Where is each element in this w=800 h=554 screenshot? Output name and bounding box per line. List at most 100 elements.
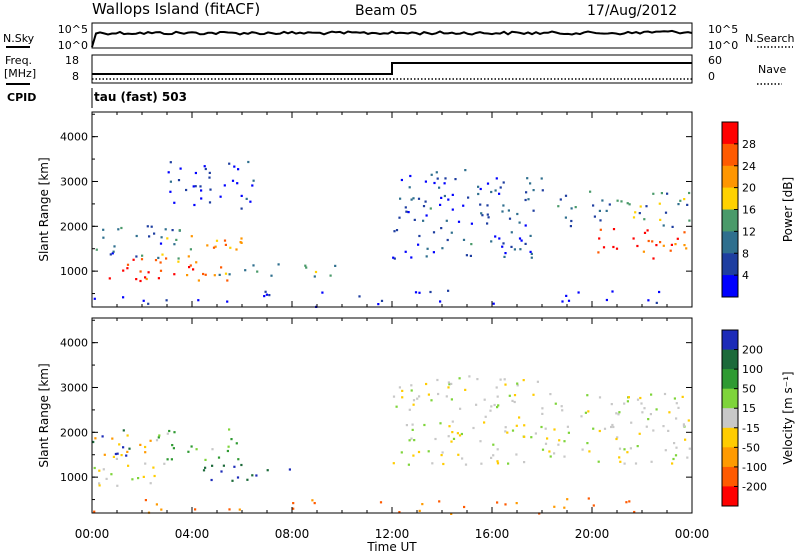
echo-cell	[662, 224, 665, 227]
echo-cell	[236, 476, 240, 479]
echo-cell	[252, 264, 255, 267]
echo-cell	[177, 179, 181, 182]
echo-cell	[202, 469, 206, 472]
echo-cell	[436, 177, 439, 180]
echo-cell	[220, 470, 223, 473]
echo-cell	[166, 458, 169, 461]
echo-cell	[494, 235, 497, 238]
echo-cell	[321, 291, 324, 294]
echo-cell	[461, 457, 464, 460]
echo-cell	[223, 239, 227, 242]
echo-cell	[204, 466, 207, 469]
echo-cell	[187, 255, 190, 258]
echo-cell	[425, 214, 428, 217]
echo-cell	[247, 160, 250, 164]
echo-cell	[619, 460, 622, 463]
echo-cell	[155, 439, 159, 442]
echo-cell	[165, 257, 168, 260]
echo-cell	[427, 450, 430, 453]
echo-cell	[506, 431, 509, 434]
echo-cell	[638, 212, 641, 215]
echo-cell	[663, 392, 667, 396]
echo-cell	[400, 178, 403, 182]
echo-cell	[524, 198, 527, 202]
echo-cell	[228, 428, 231, 431]
echo-cell	[175, 238, 178, 241]
echo-cell	[240, 237, 243, 240]
echo-cell	[160, 508, 163, 511]
echo-cell	[490, 456, 493, 459]
echo-cell	[447, 386, 450, 389]
velocity-colorbar-label: 200	[742, 344, 763, 357]
echo-cell	[240, 463, 243, 467]
echo-cell	[202, 272, 205, 276]
velocity-colorbar-label: -200	[742, 480, 767, 493]
echo-cell	[422, 205, 426, 208]
echo-cell	[523, 461, 526, 464]
echo-cell	[626, 451, 629, 454]
echo-cell	[672, 457, 675, 461]
echo-cell	[109, 253, 112, 256]
y-tick-label: 2000	[60, 220, 88, 233]
echo-cell	[567, 431, 570, 434]
echo-cell	[200, 197, 203, 200]
echo-cell	[688, 447, 691, 450]
echo-cell	[418, 234, 421, 238]
nsearch-tick-top: 10^5	[708, 23, 738, 36]
echo-cell	[496, 448, 499, 451]
echo-cell	[233, 465, 236, 468]
echo-cell	[526, 177, 529, 180]
echo-cell	[586, 394, 589, 397]
echo-cell	[414, 291, 418, 294]
echo-cell	[611, 423, 614, 427]
echo-cell	[456, 432, 459, 435]
power-colorbar: 28 24 20 16 12 8 4 Power [dB]	[721, 121, 795, 298]
nsearch-label: N.Search	[745, 32, 795, 45]
x-axis-label: Time UT	[366, 540, 417, 554]
echo-cell	[411, 428, 414, 431]
echo-cell	[238, 508, 241, 511]
echo-cell	[122, 296, 125, 299]
echo-cell	[464, 388, 467, 391]
echo-cell	[647, 299, 650, 302]
echo-cell	[497, 404, 500, 407]
echo-cell	[445, 219, 448, 222]
echo-cell	[170, 458, 173, 461]
echo-cell	[534, 432, 537, 435]
velocity-color-band	[722, 466, 738, 487]
echo-cell	[439, 422, 442, 425]
echo-cell	[683, 244, 686, 247]
beam-title: Beam 05	[355, 3, 418, 19]
echo-cell	[450, 512, 453, 515]
echo-cell	[557, 205, 560, 208]
echo-cell	[670, 243, 673, 246]
echo-cell	[423, 423, 426, 427]
echo-cell	[223, 184, 226, 187]
echo-cell	[564, 216, 567, 219]
echo-cell	[240, 207, 243, 210]
power-colorbar-label: 4	[742, 269, 749, 282]
echo-cell	[489, 409, 492, 412]
freq-label-2: [MHz]	[4, 67, 36, 80]
echo-cell	[587, 497, 590, 500]
echo-cell	[270, 274, 273, 277]
echo-cell	[464, 463, 468, 466]
echo-cell	[185, 188, 188, 192]
echo-cell	[516, 382, 519, 385]
echo-cell	[676, 237, 679, 240]
echo-cell	[602, 246, 606, 249]
echo-cell	[157, 277, 160, 280]
echo-cell	[435, 171, 438, 174]
echo-cell	[623, 462, 626, 465]
echo-cell	[418, 509, 421, 512]
echo-cell	[144, 276, 147, 279]
power-color-band	[722, 209, 738, 232]
echo-cell	[503, 255, 506, 258]
echo-cell	[605, 209, 608, 212]
echo-cell	[530, 436, 533, 439]
echo-cell	[540, 425, 543, 429]
echo-cell	[145, 277, 148, 281]
echo-cell	[147, 302, 150, 305]
echo-cell	[430, 173, 433, 176]
